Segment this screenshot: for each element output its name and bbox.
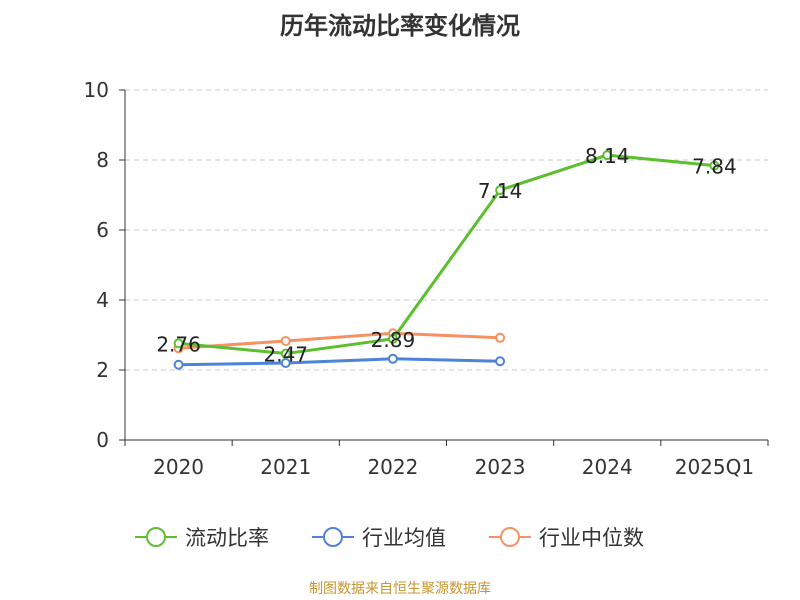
data-point bbox=[280, 348, 291, 359]
series-line-2 bbox=[178, 357, 501, 367]
legend-label: 行业均值 bbox=[362, 526, 446, 550]
x-tick-label: 2020 bbox=[153, 455, 204, 479]
data-label: 2.76 bbox=[156, 332, 201, 356]
data-point bbox=[709, 160, 720, 171]
data-source-note: 制图数据来自恒生聚源数据库 bbox=[309, 581, 491, 597]
x-tick-label: 2025Q1 bbox=[675, 455, 754, 479]
data-label: 2.89 bbox=[371, 328, 416, 352]
y-tick-label: 10 bbox=[84, 78, 109, 102]
data-label: 8.14 bbox=[585, 144, 630, 168]
legend-marker bbox=[500, 527, 520, 547]
data-point bbox=[173, 359, 184, 370]
y-tick-label: 0 bbox=[96, 428, 109, 452]
y-tick-label: 4 bbox=[96, 288, 109, 312]
data-label: 2.47 bbox=[263, 343, 308, 367]
chart-title: 历年流动比率变化情况 bbox=[280, 12, 520, 40]
x-tick-label: 2024 bbox=[582, 455, 633, 479]
series-line-3 bbox=[178, 331, 501, 350]
data-point bbox=[387, 333, 398, 344]
data-point bbox=[280, 358, 291, 368]
data-label: 7.14 bbox=[478, 179, 523, 203]
data-label: 7.84 bbox=[692, 155, 737, 179]
legend-label: 行业中位数 bbox=[539, 526, 644, 550]
x-tick-label: 2022 bbox=[367, 455, 418, 479]
data-point bbox=[495, 356, 506, 367]
x-tick-label: 2023 bbox=[475, 455, 526, 479]
legend-marker bbox=[146, 527, 166, 547]
y-tick-label: 6 bbox=[96, 218, 109, 242]
x-tick-label: 2021 bbox=[260, 455, 311, 479]
data-point bbox=[602, 150, 613, 161]
data-point bbox=[387, 353, 398, 364]
legend-marker bbox=[323, 527, 343, 547]
legend-label: 流动比率 bbox=[185, 526, 269, 550]
data-point bbox=[173, 338, 184, 349]
y-tick-label: 8 bbox=[96, 148, 109, 172]
series-line-1 bbox=[178, 153, 715, 356]
data-point bbox=[280, 335, 291, 346]
data-point bbox=[495, 185, 506, 196]
data-point bbox=[495, 332, 506, 343]
y-tick-label: 2 bbox=[96, 358, 109, 382]
